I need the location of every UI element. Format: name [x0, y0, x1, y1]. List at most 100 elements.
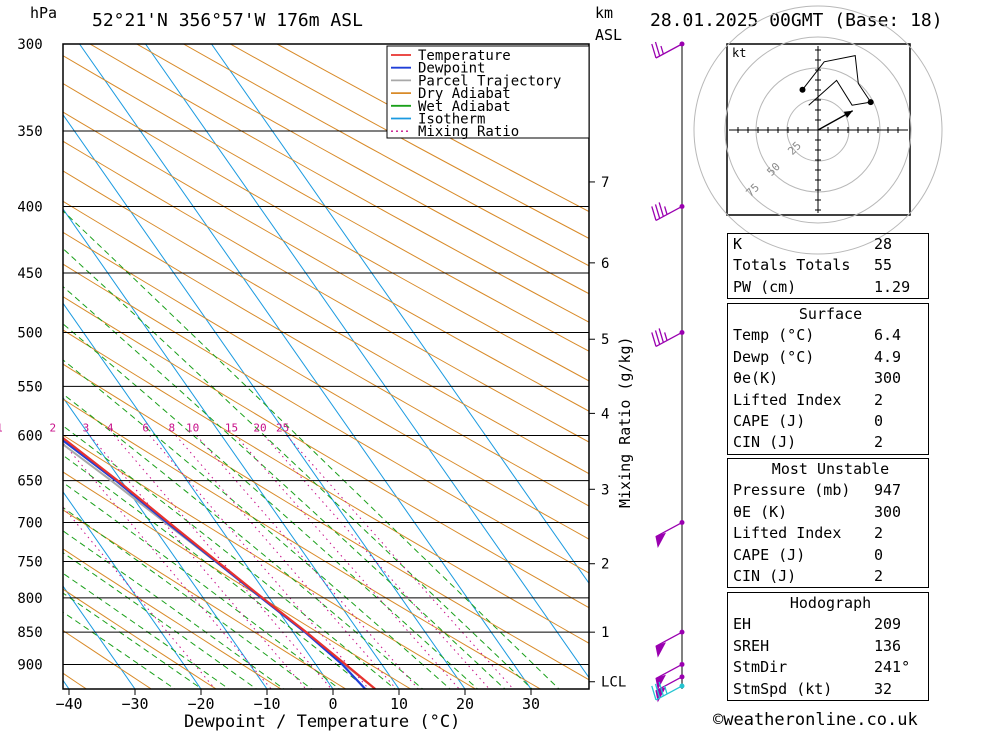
- mixing-ratio-line: [175, 435, 397, 689]
- pressure-tick-label: 300: [17, 37, 42, 53]
- pressure-tick-label: 600: [17, 428, 42, 444]
- wet-adiabat-line: [63, 506, 313, 689]
- x-axis-label: Dewpoint / Temperature (°C): [184, 712, 460, 732]
- hodograph-ring: [724, 36, 912, 224]
- wind-barb-feather: [654, 683, 661, 699]
- wind-barb-shaft: [655, 631, 683, 647]
- row-label: Temp (°C): [733, 326, 815, 345]
- pressure-axis: 300 350 400 450 500 550 600 650 700 750 800 850 900: [17, 37, 42, 673]
- most-unstable-table: Most Unstable Pressure (mb) 947 θE (K) 300…: [727, 458, 929, 589]
- mixing-ratio-labels: 1 2 3 4 6 8 10 15 20 25: [0, 421, 289, 434]
- mixing-ratio-label: 8: [169, 421, 176, 434]
- row-label: StmDir: [733, 658, 788, 677]
- wind-barb-pennant: [655, 674, 667, 690]
- height-tick-label: 7: [601, 175, 609, 191]
- dry-adiabat-line: [63, 170, 589, 475]
- height-tick-label: 2: [601, 557, 609, 573]
- guide-lines: [63, 44, 589, 689]
- mixing-ratio-label: 10: [186, 421, 199, 434]
- dry-adiabat-line: [63, 509, 347, 689]
- table-row: StmDir 241°: [728, 657, 928, 678]
- legend-label: Parcel Trajectory: [418, 73, 561, 89]
- datetime-title: 28.01.2025 00GMT (Base: 18): [650, 10, 943, 31]
- dry-adiabat-line: [63, 55, 589, 352]
- mixing-ratio-label: 15: [225, 421, 238, 434]
- table-heading: Most Unstable: [771, 460, 890, 478]
- table-heading: Hodograph: [789, 594, 872, 612]
- row-value: 1.29: [874, 277, 911, 296]
- mixing-ratio-axis-label: Mixing Ratio (g/kg): [616, 336, 634, 508]
- table-row: Pressure (mb) 947: [728, 480, 928, 501]
- height-tick-label: 6: [601, 256, 609, 272]
- pressure-tick-label: 450: [17, 266, 42, 282]
- dewpoint-profile-line: [63, 439, 367, 689]
- pressure-tick-label: 700: [17, 516, 42, 532]
- table-row: Totals Totals 55: [728, 255, 928, 276]
- legend-label: Isotherm: [418, 112, 485, 128]
- wet-adiabat-line: [63, 247, 533, 689]
- pressure-tick-label: 750: [17, 554, 42, 570]
- table-row: CIN (J) 2: [728, 432, 928, 453]
- row-label: SREH: [733, 636, 770, 655]
- dry-adiabat-line: [63, 296, 589, 609]
- wet-adiabat-line: [63, 393, 424, 689]
- wet-adiabat-line: [63, 359, 451, 689]
- row-value: 55: [874, 256, 893, 275]
- x-tick-label: 30: [522, 695, 540, 713]
- dry-adiabat-line: [89, 44, 589, 323]
- height-axis: 7 6 5 4 3 2 1 LCL: [589, 175, 626, 691]
- wind-barb-shaft: [655, 205, 683, 222]
- isotherm-line: [63, 396, 268, 689]
- dry-adiabat-line: [136, 44, 589, 295]
- row-label: K: [733, 235, 743, 253]
- wet-adiabat-line: [63, 481, 341, 689]
- wind-barb-feather: [651, 43, 657, 59]
- temperature-axis: −40 −30 −20 −10 0 10 20 30: [55, 689, 540, 713]
- wind-barb-feather: [651, 206, 657, 221]
- wind-barb-feather: [658, 202, 664, 217]
- hodograph-point: [799, 86, 806, 93]
- legend-label: Wet Adiabat: [418, 99, 511, 115]
- wind-barb-shaft: [655, 521, 683, 538]
- mixing-ratio-label: 20: [253, 421, 266, 434]
- row-value: 4.9: [874, 347, 902, 366]
- plot-frame: [62, 43, 590, 690]
- isotherm-line: [211, 44, 589, 585]
- dry-adiabat-line: [63, 471, 412, 689]
- table-row: Dewp (°C) 4.9: [728, 347, 928, 368]
- height-tick-label: 4: [601, 406, 609, 422]
- x-tick-label: −10: [253, 695, 280, 713]
- dry-adiabat-line: [183, 44, 589, 267]
- row-value: 209: [874, 615, 902, 634]
- row-value: 2: [874, 566, 884, 585]
- row-label: CAPE (J): [733, 545, 806, 564]
- mixing-ratio-label: 25: [276, 421, 289, 434]
- wind-barb-feather: [654, 41, 661, 57]
- hodograph-table: Hodograph EH 209 SREH 136 StmDir 241° StmSp…: [727, 592, 929, 701]
- isotherm-line: [79, 44, 532, 689]
- dry-adiabat-line: [230, 44, 589, 239]
- row-label: EH: [733, 615, 752, 634]
- row-label: Lifted Index: [733, 524, 842, 543]
- x-tick-label: 10: [390, 695, 408, 713]
- table-row: CAPE (J) 0: [728, 545, 928, 566]
- parcel-profile-line: [63, 443, 376, 689]
- x-tick-label: 0: [328, 695, 337, 713]
- isotherm-line: [145, 44, 589, 679]
- mixing-ratio-line: [235, 435, 460, 689]
- dry-adiabat-line: [63, 588, 218, 689]
- dry-adiabat-line: [63, 363, 589, 681]
- pressure-unit-label: hPa: [30, 4, 57, 22]
- table-row: CIN (J) 2: [728, 566, 928, 587]
- wet-adiabat-line: [63, 323, 479, 689]
- mixing-ratio-label: 2: [49, 421, 56, 434]
- table-row: EH 209: [728, 614, 928, 635]
- row-label: Lifted Index: [733, 390, 842, 409]
- pressure-tick-label: 400: [17, 199, 42, 215]
- row-value: 241°: [874, 658, 911, 677]
- legend-label: Temperature: [418, 48, 511, 64]
- table-row: Temp (°C) 6.4: [728, 325, 928, 346]
- table-row: θE (K) 300: [728, 502, 928, 523]
